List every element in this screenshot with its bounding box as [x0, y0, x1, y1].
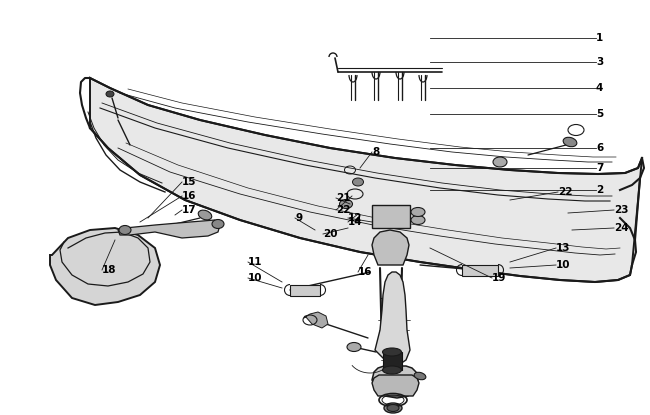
Text: 10: 10: [556, 260, 571, 270]
Ellipse shape: [212, 220, 224, 229]
Text: 21: 21: [336, 193, 350, 203]
Text: 5: 5: [596, 109, 603, 119]
Text: 16: 16: [358, 267, 372, 277]
Text: 14: 14: [348, 217, 363, 227]
Ellipse shape: [493, 157, 507, 167]
Polygon shape: [304, 312, 328, 328]
Ellipse shape: [352, 178, 363, 186]
Text: 2: 2: [596, 185, 603, 195]
Ellipse shape: [387, 405, 399, 412]
Polygon shape: [372, 205, 410, 228]
Polygon shape: [383, 352, 402, 370]
Text: 9: 9: [295, 213, 302, 223]
Text: 7: 7: [596, 163, 603, 173]
Text: 12: 12: [348, 213, 363, 223]
Polygon shape: [118, 220, 220, 238]
Polygon shape: [290, 285, 320, 296]
Ellipse shape: [119, 225, 131, 234]
Ellipse shape: [384, 403, 402, 413]
Text: 15: 15: [182, 177, 196, 187]
Text: 6: 6: [596, 143, 603, 153]
Polygon shape: [50, 228, 160, 305]
Text: 3: 3: [596, 57, 603, 67]
Text: 13: 13: [556, 243, 571, 253]
Text: 1: 1: [596, 33, 603, 43]
Text: 23: 23: [614, 205, 629, 215]
Text: 20: 20: [323, 229, 337, 239]
Text: 10: 10: [248, 273, 263, 283]
Text: 18: 18: [102, 265, 116, 275]
Polygon shape: [462, 265, 498, 276]
Text: 11: 11: [248, 257, 263, 267]
Text: 22: 22: [336, 205, 350, 215]
Ellipse shape: [198, 210, 212, 220]
Ellipse shape: [382, 366, 402, 374]
Ellipse shape: [339, 200, 352, 208]
Ellipse shape: [347, 342, 361, 352]
Ellipse shape: [414, 372, 426, 380]
Text: 17: 17: [182, 205, 196, 215]
Ellipse shape: [411, 208, 425, 217]
Text: 8: 8: [372, 147, 379, 157]
Text: 4: 4: [596, 83, 603, 93]
Polygon shape: [372, 366, 418, 398]
Polygon shape: [90, 78, 642, 282]
Ellipse shape: [563, 137, 577, 147]
Text: 16: 16: [182, 191, 196, 201]
Polygon shape: [375, 272, 410, 364]
Text: 22: 22: [558, 187, 573, 197]
Text: 19: 19: [492, 273, 506, 283]
Polygon shape: [372, 375, 419, 396]
Polygon shape: [372, 230, 409, 265]
Ellipse shape: [106, 91, 114, 97]
Text: 24: 24: [614, 223, 629, 233]
Ellipse shape: [382, 348, 402, 356]
Ellipse shape: [411, 215, 425, 225]
